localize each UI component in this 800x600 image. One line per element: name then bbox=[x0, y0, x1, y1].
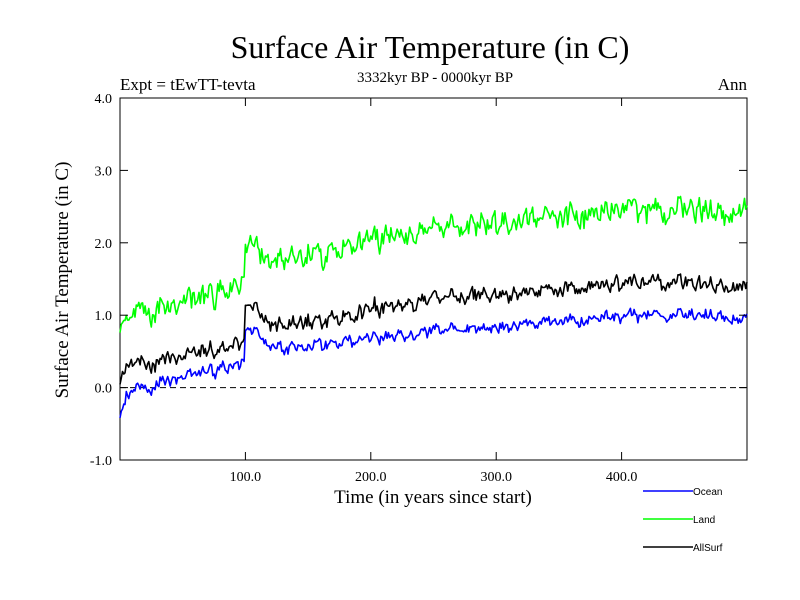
y-tick-label: 4.0 bbox=[95, 92, 113, 107]
expt-label: Expt = tEwTT-tevta bbox=[120, 75, 256, 94]
y-tick-label: -1.0 bbox=[90, 454, 112, 469]
y-tick-label: 1.0 bbox=[95, 309, 113, 324]
y-axis-label: Surface Air Temperature (in C) bbox=[52, 162, 73, 399]
chart-title: Surface Air Temperature (in C) bbox=[231, 29, 630, 65]
plot-frame bbox=[119, 97, 748, 461]
legend-label-allsurf: AllSurf bbox=[693, 543, 723, 554]
y-tick-label: 2.0 bbox=[95, 237, 113, 252]
series-line-land bbox=[119, 195, 748, 333]
y-axis: -1.0 0.0 1.0 2.0 3.0 4.0 bbox=[90, 92, 747, 469]
season-label: Ann bbox=[718, 75, 748, 94]
series-line-ocean bbox=[119, 307, 748, 419]
x-tick-label: 100.0 bbox=[230, 470, 262, 485]
x-axis: 100.0 200.0 300.0 400.0 bbox=[230, 98, 638, 485]
legend: Ocean Land AllSurf bbox=[643, 487, 723, 554]
legend-label-land: Land bbox=[693, 515, 715, 526]
series-line-allsurf bbox=[119, 273, 748, 385]
x-tick-label: 200.0 bbox=[355, 470, 387, 485]
plot-lines bbox=[119, 195, 748, 419]
y-tick-label: 0.0 bbox=[95, 382, 113, 397]
chart-subtitle: 3332kyr BP - 0000kyr BP bbox=[357, 70, 513, 86]
legend-label-ocean: Ocean bbox=[693, 487, 722, 498]
y-tick-label: 3.0 bbox=[95, 164, 113, 179]
x-tick-label: 300.0 bbox=[480, 470, 512, 485]
x-tick-label: 400.0 bbox=[606, 470, 638, 485]
x-axis-label: Time (in years since start) bbox=[334, 487, 532, 508]
